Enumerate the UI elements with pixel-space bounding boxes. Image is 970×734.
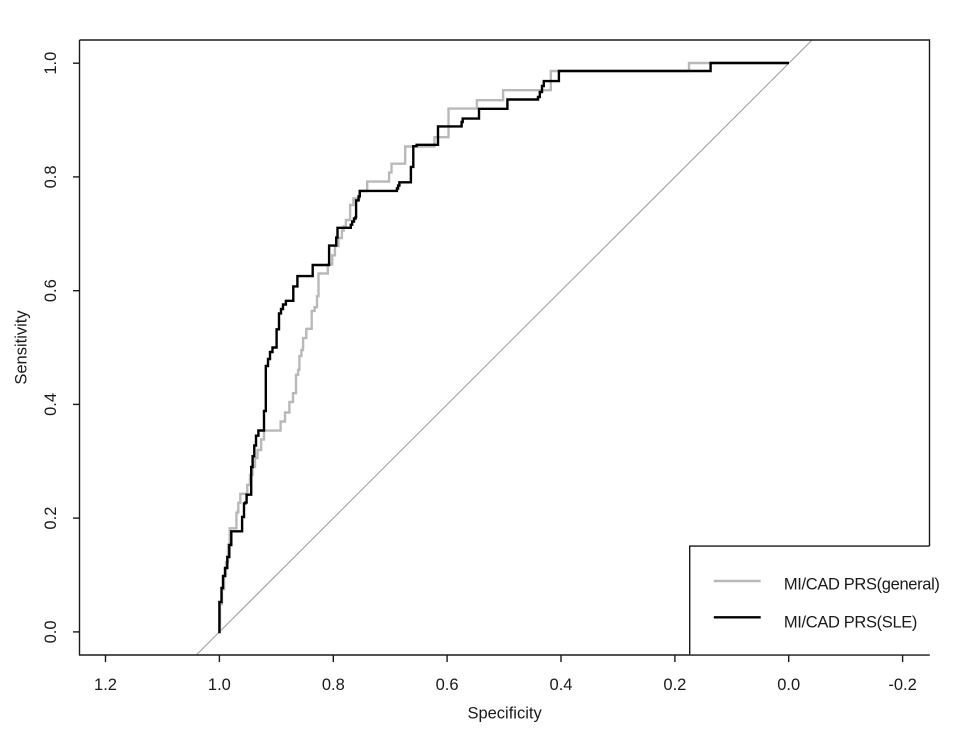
svg-text:0.2: 0.2 [663,676,686,694]
svg-text:Sensitivity: Sensitivity [12,310,30,385]
svg-text:MI/CAD PRS(general): MI/CAD PRS(general) [784,575,940,593]
svg-text:0.8: 0.8 [322,676,345,694]
svg-text:0.6: 0.6 [436,676,459,694]
svg-text:Specificity: Specificity [467,705,542,723]
svg-text:1.2: 1.2 [94,676,117,694]
svg-text:0.0: 0.0 [777,676,800,694]
svg-text:1.0: 1.0 [208,676,231,694]
svg-text:0.8: 0.8 [42,165,60,188]
svg-text:0.2: 0.2 [42,507,60,530]
svg-text:1.0: 1.0 [42,52,60,75]
svg-text:-0.2: -0.2 [888,676,916,694]
svg-text:0.6: 0.6 [42,279,60,302]
svg-text:0.4: 0.4 [550,676,573,694]
svg-text:0.4: 0.4 [42,393,60,416]
svg-text:0.0: 0.0 [42,620,60,643]
svg-text:MI/CAD PRS(SLE): MI/CAD PRS(SLE) [784,613,917,631]
